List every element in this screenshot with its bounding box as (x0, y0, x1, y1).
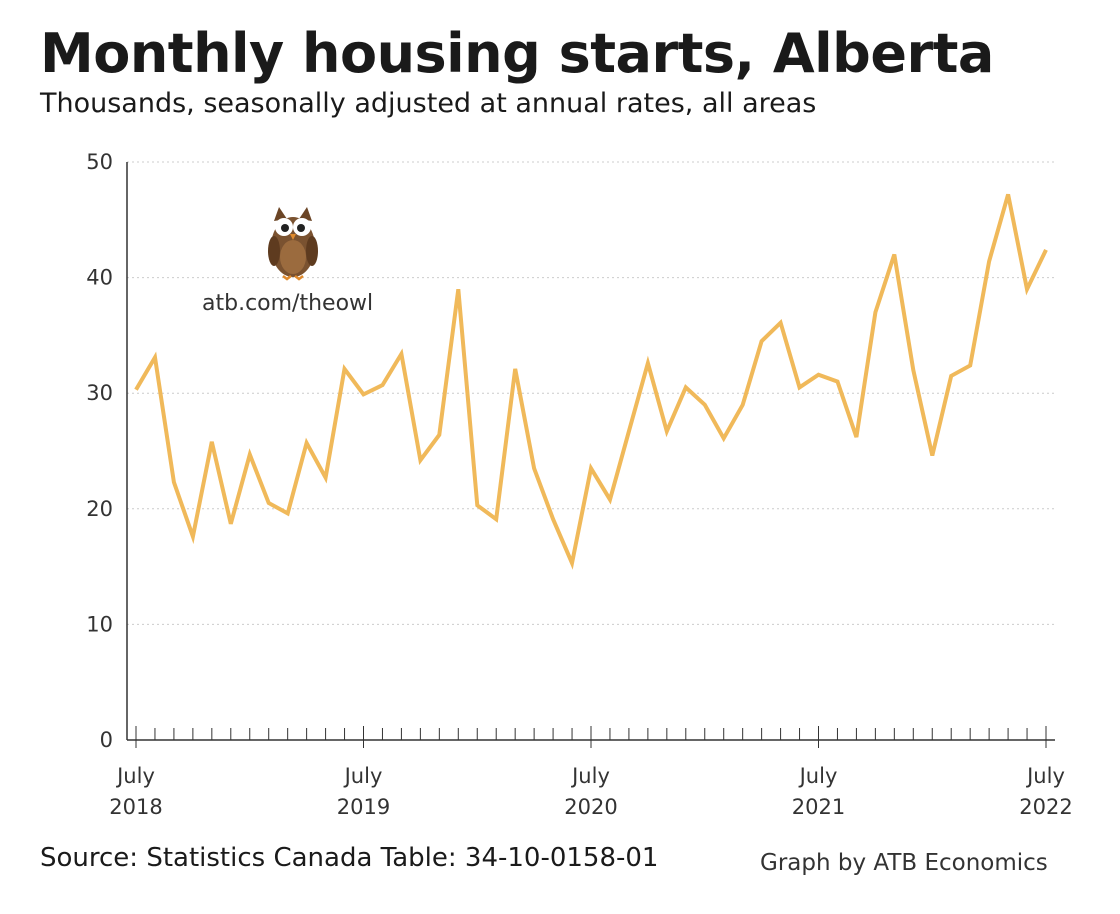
chart-subtitle: Thousands, seasonally adjusted at annual… (40, 88, 817, 119)
y-tick-label: 20 (86, 497, 113, 521)
gridlines (127, 161, 1055, 625)
y-axis-ticks: 0 10 20 30 40 50 (86, 150, 113, 752)
x-tick-label-month: July (343, 764, 383, 788)
y-tick-label: 10 (86, 612, 113, 636)
x-tick-label-year: 2018 (109, 795, 162, 819)
y-tick-label: 0 (100, 728, 113, 752)
x-tick-label-month: July (115, 764, 155, 788)
chart-title: Monthly housing starts, Alberta (40, 22, 994, 85)
x-tick-label-month: July (570, 764, 610, 788)
x-tick-label-year: 2022 (1019, 795, 1072, 819)
series-line (134, 193, 1048, 570)
y-tick-label: 30 (86, 381, 113, 405)
owl-icon (268, 207, 318, 281)
x-tick-label-month: July (798, 764, 838, 788)
x-tick-label-month: July (1025, 764, 1065, 788)
source-note: Source: Statistics Canada Table: 34-10-0… (40, 843, 659, 873)
watermark-url[interactable]: atb.com/theowl (202, 291, 374, 316)
y-tick-label: 40 (86, 266, 113, 290)
y-tick-label: 50 (86, 150, 113, 174)
x-tick-label-year: 2019 (337, 795, 390, 819)
series-layer (134, 193, 1048, 570)
graph-credit: Graph by ATB Economics (760, 850, 1048, 876)
x-tick-label-year: 2021 (792, 795, 845, 819)
x-tick-label-year: 2020 (564, 795, 617, 819)
x-axis: July 2018 July 2019 July 2020 July 2021 July 2022 (109, 162, 1073, 819)
